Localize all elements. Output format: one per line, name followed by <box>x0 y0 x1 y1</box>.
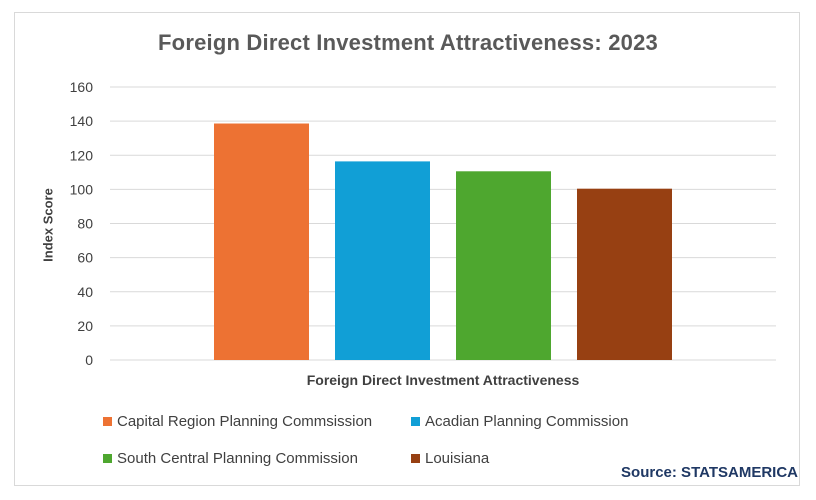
legend-item: Capital Region Planning Commsission <box>103 413 372 430</box>
legend-swatch <box>411 417 420 426</box>
y-tick-label: 120 <box>70 147 94 163</box>
y-tick-label: 20 <box>77 318 93 334</box>
bar-south-central-planning-commission <box>456 171 551 360</box>
y-tick-label: 40 <box>77 284 93 300</box>
legend-item: South Central Planning Commission <box>103 450 358 467</box>
legend-label: Louisiana <box>425 450 490 467</box>
legend-item: Louisiana <box>411 450 489 467</box>
y-tick-label: 80 <box>77 216 93 232</box>
y-tick-label: 160 <box>70 79 94 95</box>
y-tick-label: 100 <box>70 181 94 197</box>
legend-swatch <box>103 417 112 426</box>
bar-louisiana <box>577 188 672 360</box>
y-axis-label: Index Score <box>40 188 56 262</box>
legend-swatch <box>411 454 420 463</box>
legend-label: South Central Planning Commission <box>117 450 358 467</box>
chart-title: Foreign Direct Investment Attractiveness… <box>158 30 658 55</box>
y-tick-label: 0 <box>85 352 93 368</box>
legend-item: Acadian Planning Commission <box>411 413 628 430</box>
x-axis-label: Foreign Direct Investment Attractiveness <box>306 372 580 388</box>
legend-swatch <box>103 454 112 463</box>
y-tick-label: 140 <box>70 113 94 129</box>
legend-label: Capital Region Planning Commsission <box>117 413 373 430</box>
bar-capital-region-planning-commsission <box>214 123 309 360</box>
legend-label: Acadian Planning Commission <box>425 413 629 430</box>
y-tick-label: 60 <box>77 250 93 266</box>
source-note: Source: STATSAMERICA <box>621 464 798 481</box>
bar-acadian-planning-commission <box>335 161 430 360</box>
